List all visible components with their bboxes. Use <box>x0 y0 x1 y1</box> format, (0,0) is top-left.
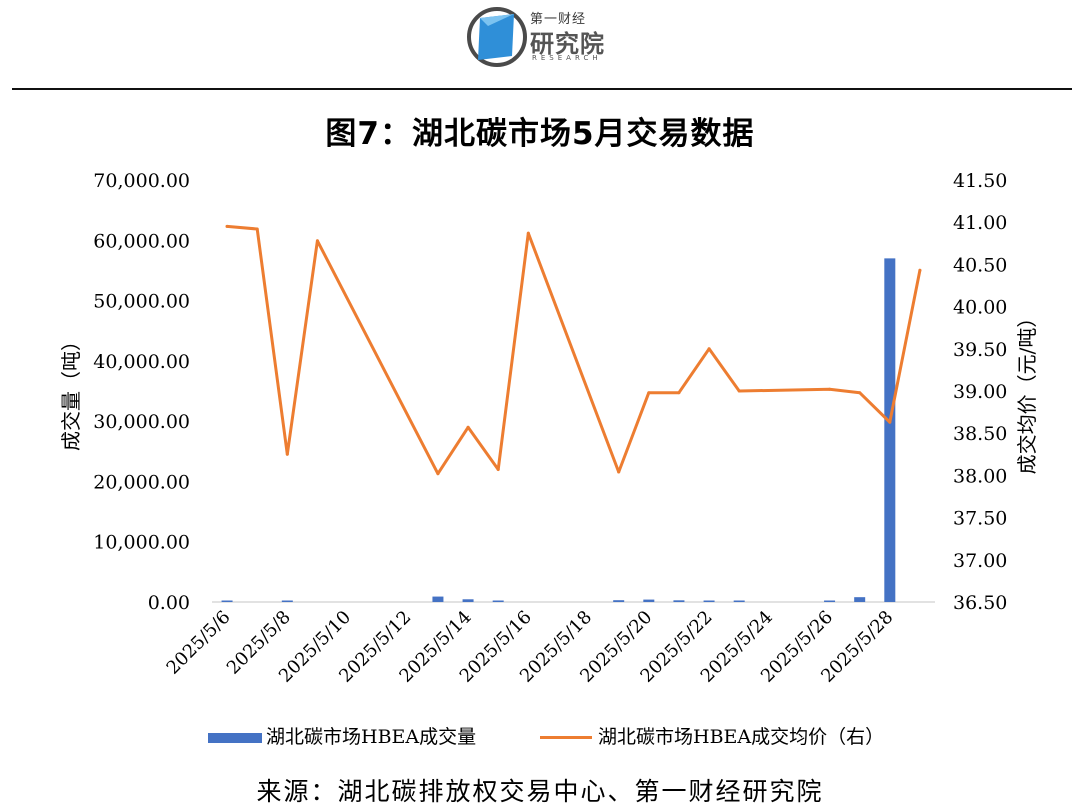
price-point <box>285 452 289 456</box>
y-tick-label: 70,000.00 <box>93 170 190 192</box>
y2-tick-label: 40.50 <box>953 254 1007 276</box>
y-tick-label: 10,000.00 <box>93 532 190 554</box>
y-axis-label: 成交量（吨） <box>59 331 83 451</box>
y-tick-label: 50,000.00 <box>93 291 190 313</box>
volume-bar <box>673 600 685 602</box>
y-axis-left: 0.00 10,000.00 20,000.00 30,000.00 40,000.00… <box>93 170 190 614</box>
y-tick-label: 30,000.00 <box>93 411 190 433</box>
volume-bar <box>613 600 625 602</box>
y2-tick-label: 39.00 <box>953 381 1007 403</box>
volume-bar <box>221 600 233 602</box>
volume-bar <box>854 597 866 602</box>
price-point <box>225 224 229 228</box>
y2-tick-label: 37.00 <box>953 550 1007 572</box>
logo-line1: 第一财经 <box>530 12 587 27</box>
price-point <box>315 239 319 243</box>
price-line <box>225 224 922 476</box>
logo-line3: RESEARCH <box>532 54 602 62</box>
y-axis-right: 36.50 37.00 37.50 38.00 38.50 39.00 39.50 40.00… <box>953 170 1007 614</box>
volume-bar <box>643 599 655 602</box>
y2-tick-label: 39.50 <box>953 339 1007 361</box>
volume-bar <box>462 599 474 602</box>
y2-tick-label: 41.00 <box>953 212 1007 234</box>
y2-tick-label: 38.50 <box>953 423 1007 445</box>
price-point <box>526 231 530 235</box>
x-tick-label: 2025/5/6 <box>163 607 235 679</box>
y-tick-label: 60,000.00 <box>93 230 190 252</box>
y2-tick-label: 40.00 <box>953 297 1007 319</box>
bar-series <box>221 258 896 602</box>
price-point <box>918 268 922 272</box>
y-tick-label: 0.00 <box>148 592 190 614</box>
price-point <box>617 470 621 474</box>
chart-title: 图7：湖北碳市场5月交易数据 <box>325 116 755 152</box>
logo: 第一财经 研究院 RESEARCH <box>466 4 626 70</box>
volume-bar <box>733 600 745 602</box>
y-tick-label: 40,000.00 <box>93 351 190 373</box>
volume-bar <box>884 258 896 602</box>
combo-chart: 0.00 10,000.00 20,000.00 30,000.00 40,000.00… <box>59 170 1039 687</box>
volume-bar <box>492 600 504 602</box>
price-point <box>707 347 711 351</box>
y2-axis-label: 成交均价（元/吨） <box>1015 308 1039 475</box>
volume-bar <box>824 600 836 602</box>
logo-line2: 研究院 <box>530 30 605 58</box>
volume-bar <box>432 596 444 602</box>
legend-bar-swatch <box>208 733 262 743</box>
volume-bar <box>703 600 715 602</box>
header-divider <box>12 88 1072 90</box>
legend-line-swatch <box>540 736 592 739</box>
price-point <box>466 425 470 429</box>
research-logo-icon <box>467 7 527 67</box>
price-point <box>737 389 741 393</box>
price-point <box>888 420 892 424</box>
price-point <box>828 387 832 391</box>
price-point <box>255 227 259 231</box>
price-point <box>496 467 500 471</box>
price-point <box>858 391 862 395</box>
volume-bar <box>281 600 293 602</box>
y2-tick-label: 37.50 <box>953 508 1007 530</box>
price-point <box>436 472 440 476</box>
y-tick-label: 20,000.00 <box>93 471 190 493</box>
y2-tick-label: 38.00 <box>953 465 1007 487</box>
source-note: 来源：湖北碳排放权交易中心、第一财经研究院 <box>256 777 824 806</box>
x-axis: 2025/5/62025/5/82025/5/102025/5/122025/5… <box>163 607 898 687</box>
price-point <box>647 391 651 395</box>
legend-label-volume: 湖北碳市场HBEA成交量 <box>266 726 477 748</box>
legend-label-price: 湖北碳市场HBEA成交均价（右） <box>598 726 885 748</box>
y2-tick-label: 41.50 <box>953 170 1007 192</box>
price-point <box>677 391 681 395</box>
line-series <box>225 224 922 476</box>
y2-tick-label: 36.50 <box>953 592 1007 614</box>
